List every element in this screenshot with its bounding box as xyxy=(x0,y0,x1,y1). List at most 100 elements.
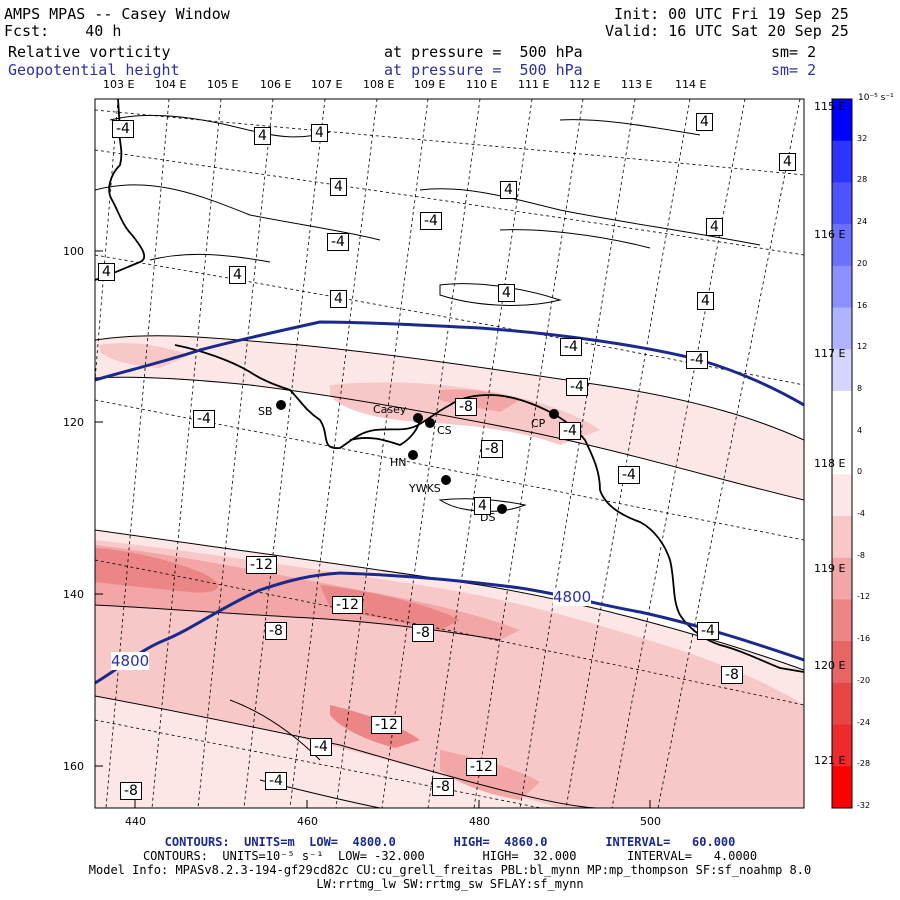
footer-height-contours: CONTOURS: UNITS=m LOW= 4800.0 HIGH= 4860… xyxy=(164,835,736,849)
colorbar-swatch xyxy=(832,599,852,642)
contour-value-label: 4 xyxy=(779,153,796,171)
colorbar-tick-label: 20 xyxy=(857,258,868,268)
contour-value-label: 4 xyxy=(696,113,713,131)
longitude-lines xyxy=(95,99,801,808)
valid-time: Valid: 16 UTC Sat 20 Sep 25 xyxy=(605,22,849,40)
colorbar-swatch xyxy=(832,766,852,809)
colorbar-swatch xyxy=(832,682,852,726)
colorbar-tick-label: 32 xyxy=(857,133,868,143)
lon-label: 110 E xyxy=(466,78,498,91)
lon-label-right: 118 E xyxy=(814,457,846,470)
station-dot-cp xyxy=(549,409,559,419)
y-axis-label: 120 xyxy=(63,416,84,429)
field1-name: Relative vorticity xyxy=(8,43,171,61)
colorbar-tick-label: -4 xyxy=(857,509,865,519)
lon-label: 107 E xyxy=(311,78,343,91)
lon-label-right: 121 E xyxy=(814,754,846,767)
x-axis-label: 460 xyxy=(297,815,318,828)
contour-value-label: -8 xyxy=(432,778,454,796)
station-label-hn: HN xyxy=(390,456,407,469)
contour-value-label: -4 xyxy=(697,622,719,640)
colorbar-swatch xyxy=(832,224,852,267)
station-dot-sb xyxy=(276,400,286,410)
colorbar-swatch xyxy=(832,349,852,392)
station-dot-casey xyxy=(413,413,423,423)
lon-label: 109 E xyxy=(414,78,446,91)
y-axis-label: 160 xyxy=(63,760,84,773)
lon-label: 108 E xyxy=(363,78,395,91)
plot-frame xyxy=(94,98,805,809)
colorbar-tick-label: 0 xyxy=(857,467,863,477)
lon-label-right: 120 E xyxy=(814,659,846,672)
coastline xyxy=(95,99,804,673)
field2-name: Geopotential height xyxy=(8,61,180,79)
lon-label: 106 E xyxy=(260,78,292,91)
field1-pressure: at pressure = 500 hPa xyxy=(384,43,583,61)
product-title: AMPS MPAS -- Casey Window xyxy=(4,5,230,23)
station-label-casey: Casey xyxy=(373,403,407,416)
colorbar xyxy=(831,98,853,809)
lon-label-right: 116 E xyxy=(814,228,846,241)
station-dot-ywks xyxy=(441,475,451,485)
contour-value-label: 4 xyxy=(254,127,271,145)
contour-value-label: 4 xyxy=(311,124,328,142)
contour-value-label: -4 xyxy=(193,410,215,428)
colorbar-tick-label: 4 xyxy=(857,425,863,435)
lon-label-right: 119 E xyxy=(814,562,846,575)
field2-pressure: at pressure = 500 hPa xyxy=(384,61,583,79)
lon-label: 105 E xyxy=(207,78,239,91)
height-label: 4800 xyxy=(553,588,592,606)
contour-value-label: 4 xyxy=(697,292,714,310)
station-label-cs: CS xyxy=(437,424,452,437)
colorbar-swatch xyxy=(832,557,852,600)
colorbar-unit: 10⁻⁵ s⁻¹ xyxy=(858,93,894,103)
colorbar-swatch xyxy=(832,390,852,434)
contour-value-label: 4 xyxy=(330,178,347,196)
lon-label: 113 E xyxy=(621,78,653,91)
contour-value-label: -4 xyxy=(420,212,442,230)
colorbar-tick-label: -32 xyxy=(857,801,871,810)
colorbar-swatch xyxy=(832,641,852,684)
field2-smoothing: sm= 2 xyxy=(771,61,817,79)
contour-value-label: -12 xyxy=(246,556,277,574)
colorbar-swatch xyxy=(832,307,852,350)
contour-value-label: -4 xyxy=(559,422,581,440)
colorbar-tick-label: -28 xyxy=(857,759,871,769)
colorbar-tick-label: -16 xyxy=(857,634,871,644)
contour-value-label: -4 xyxy=(327,233,349,251)
contour-value-label: -8 xyxy=(120,782,142,800)
contour-value-label: -4 xyxy=(566,378,588,396)
height-label: 4800 xyxy=(111,652,150,670)
contour-value-label: 4 xyxy=(706,218,723,236)
axis-ticks xyxy=(95,250,651,808)
lon-label: 103 E xyxy=(103,78,135,91)
contour-value-label: 4 xyxy=(98,263,115,281)
contour-value-label: 4 xyxy=(229,266,246,284)
field1-smoothing: sm= 2 xyxy=(771,43,817,61)
contour-value-label: -8 xyxy=(412,624,434,642)
colorbar-tick-label: -12 xyxy=(857,592,871,602)
contour-value-label: -4 xyxy=(112,120,134,138)
contour-value-label: 4 xyxy=(498,284,515,302)
colorbar-swatch xyxy=(832,182,852,225)
contour-value-label: -12 xyxy=(466,758,497,776)
x-axis-label: 440 xyxy=(125,815,146,828)
contour-value-label: -8 xyxy=(455,398,477,416)
colorbar-tick-label: 16 xyxy=(857,300,868,310)
contour-value-label: -12 xyxy=(371,716,402,734)
forecast-hour: Fcst: 40 h xyxy=(4,22,122,40)
lon-label: 114 E xyxy=(675,78,707,91)
station-dot-cs xyxy=(425,418,435,428)
lon-label-right: 117 E xyxy=(814,347,846,360)
contour-value-label: -4 xyxy=(686,351,708,369)
x-axis-label: 500 xyxy=(640,815,661,828)
colorbar-swatch xyxy=(832,474,852,517)
contour-value-label: -4 xyxy=(310,738,332,756)
contour-value-label: 4 xyxy=(474,497,491,515)
station-label-cp: CP xyxy=(531,417,546,430)
contour-value-label: -4 xyxy=(265,772,287,790)
colorbar-swatch xyxy=(832,516,852,559)
contour-value-label: -8 xyxy=(721,666,743,684)
colorbar-tick-label: -20 xyxy=(857,675,871,685)
lon-label: 104 E xyxy=(155,78,187,91)
